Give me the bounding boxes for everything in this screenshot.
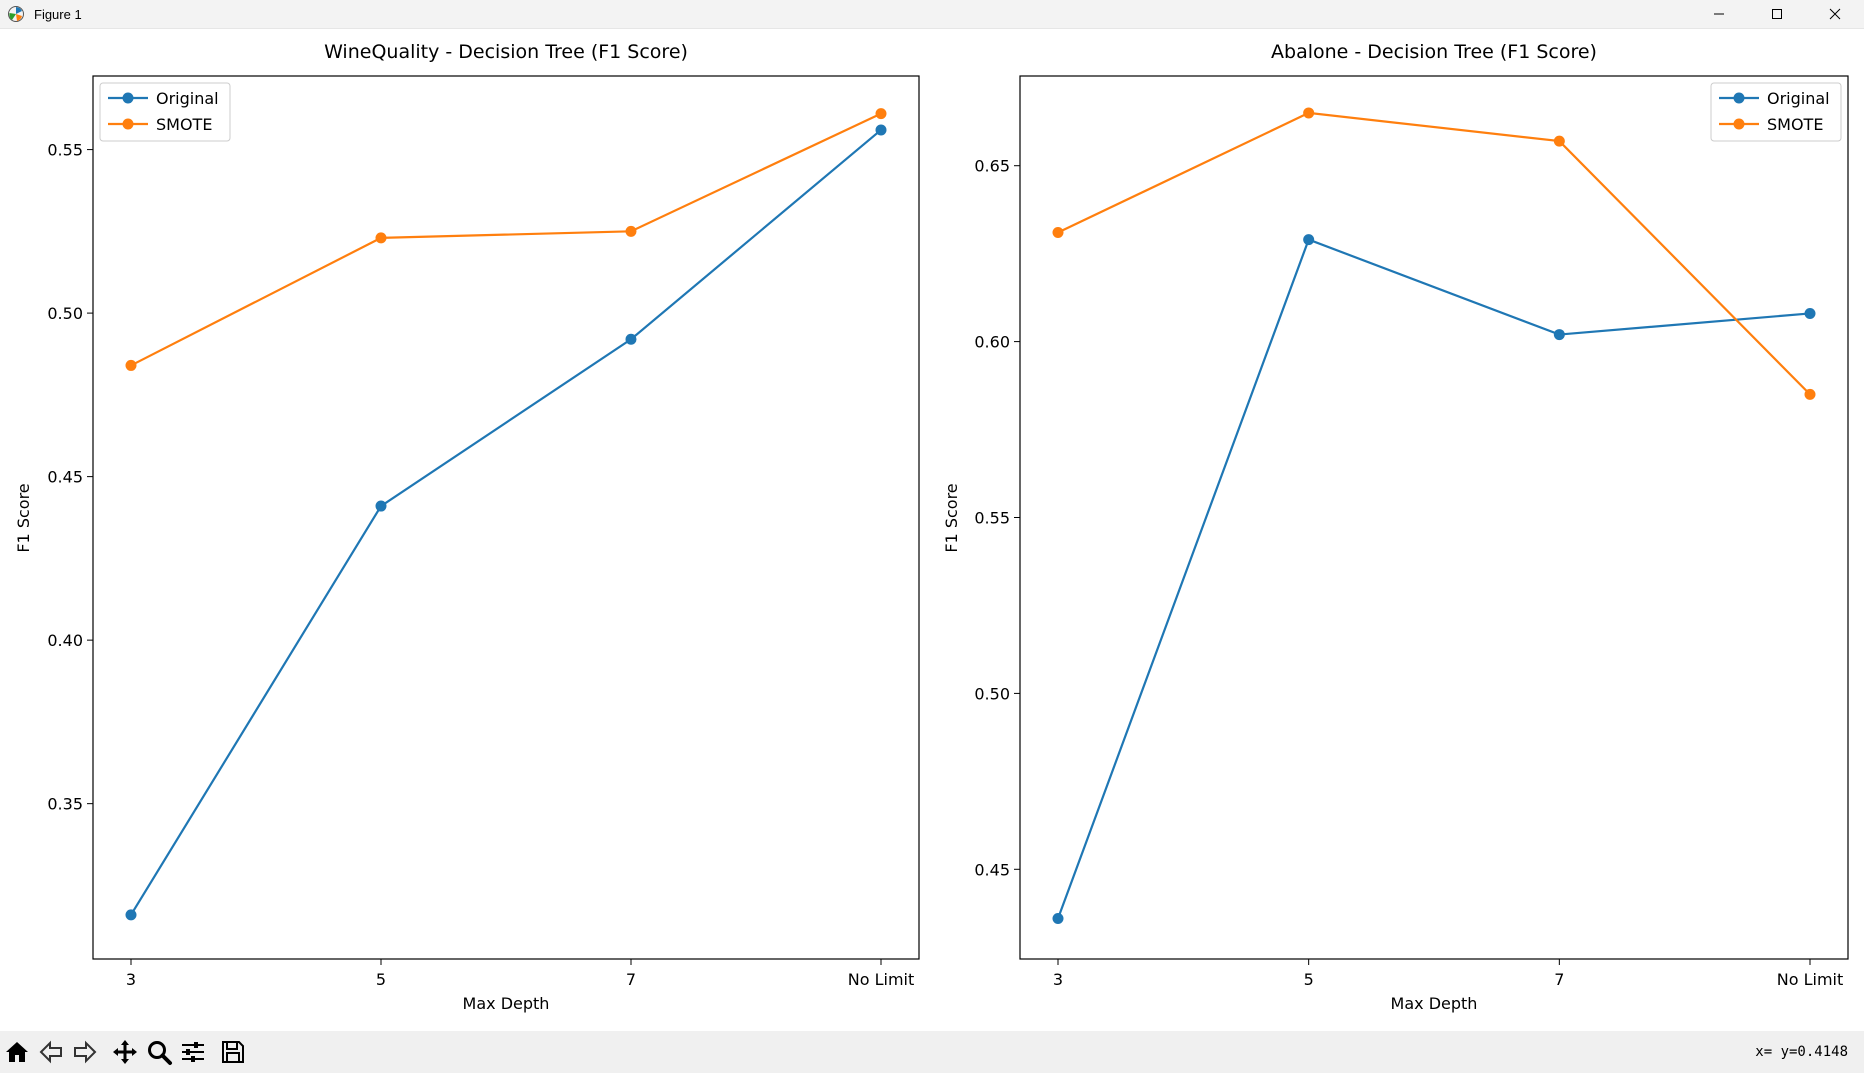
right-legend-smote-label: SMOTE bbox=[1767, 115, 1823, 134]
cursor-coordinate-readout: x= y=0.4148 bbox=[1755, 1044, 1848, 1060]
right-y-tick-label: 0.60 bbox=[974, 333, 1010, 352]
back-arrow-icon[interactable] bbox=[34, 1034, 68, 1070]
right-x-tick-label: 7 bbox=[1554, 970, 1564, 989]
window-title: Figure 1 bbox=[34, 6, 82, 22]
right-axes-frame bbox=[1019, 75, 1849, 960]
maximize-icon[interactable] bbox=[1748, 0, 1806, 28]
figure-canvas[interactable]: WineQuality - Decision Tree (F1 Score) M… bbox=[0, 28, 1864, 1031]
left-x-axis-label: Max Depth bbox=[463, 994, 550, 1013]
right-legend-original-label: Original bbox=[1767, 89, 1830, 108]
right-x-tick-label: No Limit bbox=[1777, 970, 1844, 989]
left-smote-series-line bbox=[130, 112, 882, 367]
right-original-point bbox=[1553, 329, 1565, 341]
left-original-point bbox=[375, 500, 387, 512]
left-y-axis-label: F1 Score bbox=[14, 483, 33, 552]
left-y-tick-label: 0.40 bbox=[47, 631, 83, 650]
window-controls bbox=[1690, 0, 1864, 28]
right-original-point bbox=[1804, 307, 1816, 319]
left-smote-point bbox=[875, 108, 887, 120]
right-smote-series-line bbox=[1057, 111, 1811, 396]
save-icon[interactable] bbox=[216, 1034, 250, 1070]
matplotlib-icon bbox=[6, 4, 26, 24]
right-original-point bbox=[1052, 913, 1064, 925]
left-y-tick-label: 0.50 bbox=[47, 304, 83, 323]
left-original-series-line bbox=[130, 129, 882, 916]
left-y-tick-label: 0.55 bbox=[47, 141, 83, 160]
left-original-point bbox=[125, 909, 137, 921]
right-y-tick-label: 0.65 bbox=[974, 157, 1010, 176]
right-y-tick-label: 0.50 bbox=[974, 684, 1010, 703]
right-x-axis-label: Max Depth bbox=[1391, 994, 1478, 1013]
home-icon[interactable] bbox=[0, 1034, 34, 1070]
right-y-axis-label: F1 Score bbox=[942, 483, 961, 552]
right-chart-title: Abalone - Decision Tree (F1 Score) bbox=[1271, 41, 1597, 63]
zoom-icon[interactable] bbox=[142, 1034, 176, 1070]
left-y-tick-label: 0.35 bbox=[47, 795, 83, 814]
forward-arrow-icon[interactable] bbox=[68, 1034, 102, 1070]
left-legend-smote-label: SMOTE bbox=[156, 115, 212, 134]
left-y-tick-label: 0.45 bbox=[47, 468, 83, 487]
right-x-tick-label: 3 bbox=[1053, 970, 1063, 989]
minimize-icon[interactable] bbox=[1690, 0, 1748, 28]
left-original-point bbox=[625, 333, 637, 345]
left-smote-point bbox=[125, 359, 137, 371]
right-smote-point bbox=[1553, 135, 1565, 147]
left-original-point bbox=[875, 124, 887, 136]
right-smote-point bbox=[1804, 388, 1816, 400]
pan-icon[interactable] bbox=[108, 1034, 142, 1070]
window-titlebar: Figure 1 bbox=[0, 0, 1864, 29]
configure-subplots-icon[interactable] bbox=[176, 1034, 210, 1070]
figure-svg: WineQuality - Decision Tree (F1 Score) M… bbox=[14, 41, 1849, 1013]
right-y-tick-label: 0.45 bbox=[974, 860, 1010, 879]
left-axes-frame bbox=[92, 75, 920, 960]
left-legend-original-label: Original bbox=[156, 89, 219, 108]
right-legend-smote-marker bbox=[1733, 118, 1745, 130]
right-smote-point bbox=[1303, 107, 1315, 119]
left-legend-smote-marker bbox=[122, 118, 134, 130]
left-axes: WineQuality - Decision Tree (F1 Score) M… bbox=[14, 41, 920, 1013]
left-x-tick-label: 7 bbox=[626, 970, 636, 989]
left-smote-point bbox=[375, 232, 387, 244]
left-legend-original-marker bbox=[122, 92, 134, 104]
left-x-tick-label: No Limit bbox=[848, 970, 915, 989]
right-legend-original-marker bbox=[1733, 92, 1745, 104]
left-chart-title: WineQuality - Decision Tree (F1 Score) bbox=[324, 41, 688, 63]
left-x-tick-label: 5 bbox=[376, 970, 386, 989]
right-original-point bbox=[1303, 234, 1315, 246]
right-smote-point bbox=[1052, 227, 1064, 239]
navigation-toolbar: x= y=0.4148 bbox=[0, 1031, 1864, 1073]
right-axes: Abalone - Decision Tree (F1 Score) Max D… bbox=[942, 41, 1849, 1013]
right-y-tick-label: 0.55 bbox=[974, 509, 1010, 528]
right-x-tick-label: 5 bbox=[1304, 970, 1314, 989]
right-original-series-line bbox=[1056, 238, 1811, 919]
close-icon[interactable] bbox=[1806, 0, 1864, 28]
left-x-tick-label: 3 bbox=[126, 970, 136, 989]
left-smote-point bbox=[625, 225, 637, 237]
